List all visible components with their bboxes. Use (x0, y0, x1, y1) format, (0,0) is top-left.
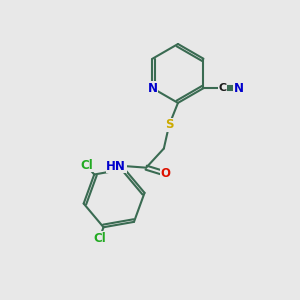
Text: Cl: Cl (80, 159, 93, 172)
Text: S: S (165, 118, 173, 131)
Text: HN: HN (106, 160, 126, 173)
Text: O: O (160, 167, 170, 180)
Text: C: C (218, 83, 227, 93)
Text: N: N (234, 82, 244, 95)
Text: Cl: Cl (93, 232, 106, 245)
Text: N: N (148, 82, 158, 95)
